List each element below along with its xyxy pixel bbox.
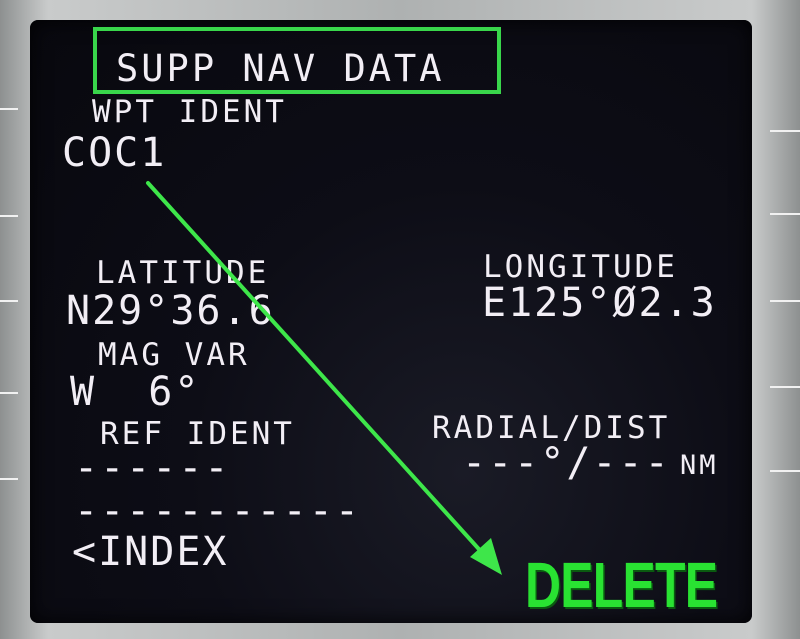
- title-highlight-box: [93, 27, 501, 94]
- index-prompt[interactable]: <INDEX: [72, 529, 229, 575]
- mag-var-value[interactable]: W 6°: [70, 369, 201, 415]
- radial-dist-value[interactable]: ---°/---: [462, 440, 671, 486]
- bezel-tick: [0, 215, 18, 217]
- ref-ident-label: REF IDENT: [100, 416, 295, 452]
- radial-dist-label: RADIAL/DIST: [432, 410, 671, 446]
- wpt-ident-value[interactable]: COC1: [62, 130, 167, 176]
- bezel-tick: [770, 386, 800, 388]
- bezel-tick: [770, 470, 800, 472]
- longitude-label: LONGITUDE: [483, 249, 678, 285]
- delete-annotation-label: DELETE: [525, 549, 718, 621]
- bezel-tick: [0, 478, 18, 480]
- ref-ident-value[interactable]: ------: [74, 445, 231, 491]
- bezel-tick: [0, 108, 18, 110]
- longitude-value[interactable]: E125°Ø2.3: [482, 280, 717, 326]
- bezel-tick: [0, 300, 18, 302]
- wpt-ident-label: WPT IDENT: [92, 94, 287, 130]
- bezel-tick: [770, 300, 800, 302]
- page-title: SUPP NAV DATA: [116, 47, 445, 90]
- scratchpad-line: -----------: [74, 488, 361, 534]
- cdu-screen: [30, 20, 752, 623]
- bezel-tick: [770, 213, 800, 215]
- radial-dist-unit: NM: [680, 450, 719, 481]
- latitude-value[interactable]: N29°36.6: [66, 288, 275, 334]
- bezel-tick: [0, 392, 18, 394]
- mag-var-label: MAG VAR: [98, 337, 250, 373]
- bezel-tick: [770, 130, 800, 132]
